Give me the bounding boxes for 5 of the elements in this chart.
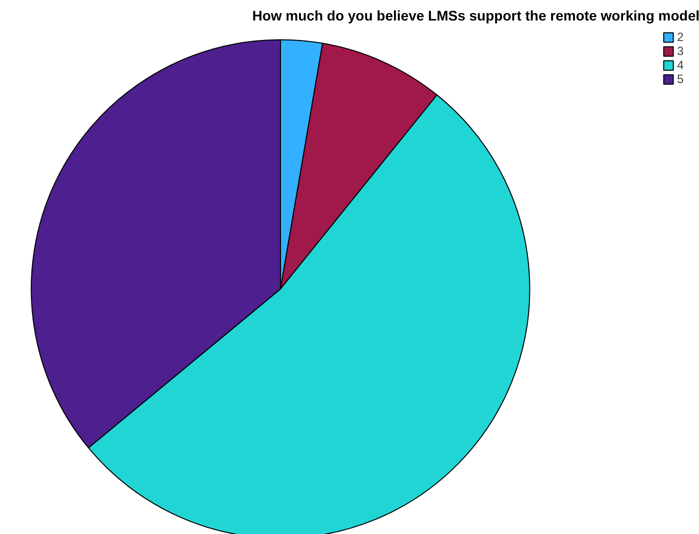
chart-title: How much do you believe LMSs support the remote working model bbox=[252, 8, 699, 24]
legend-label: 5 bbox=[677, 72, 685, 86]
legend-label: 3 bbox=[677, 44, 685, 58]
legend-label: 4 bbox=[677, 58, 685, 72]
legend-label: 2 bbox=[677, 30, 685, 44]
